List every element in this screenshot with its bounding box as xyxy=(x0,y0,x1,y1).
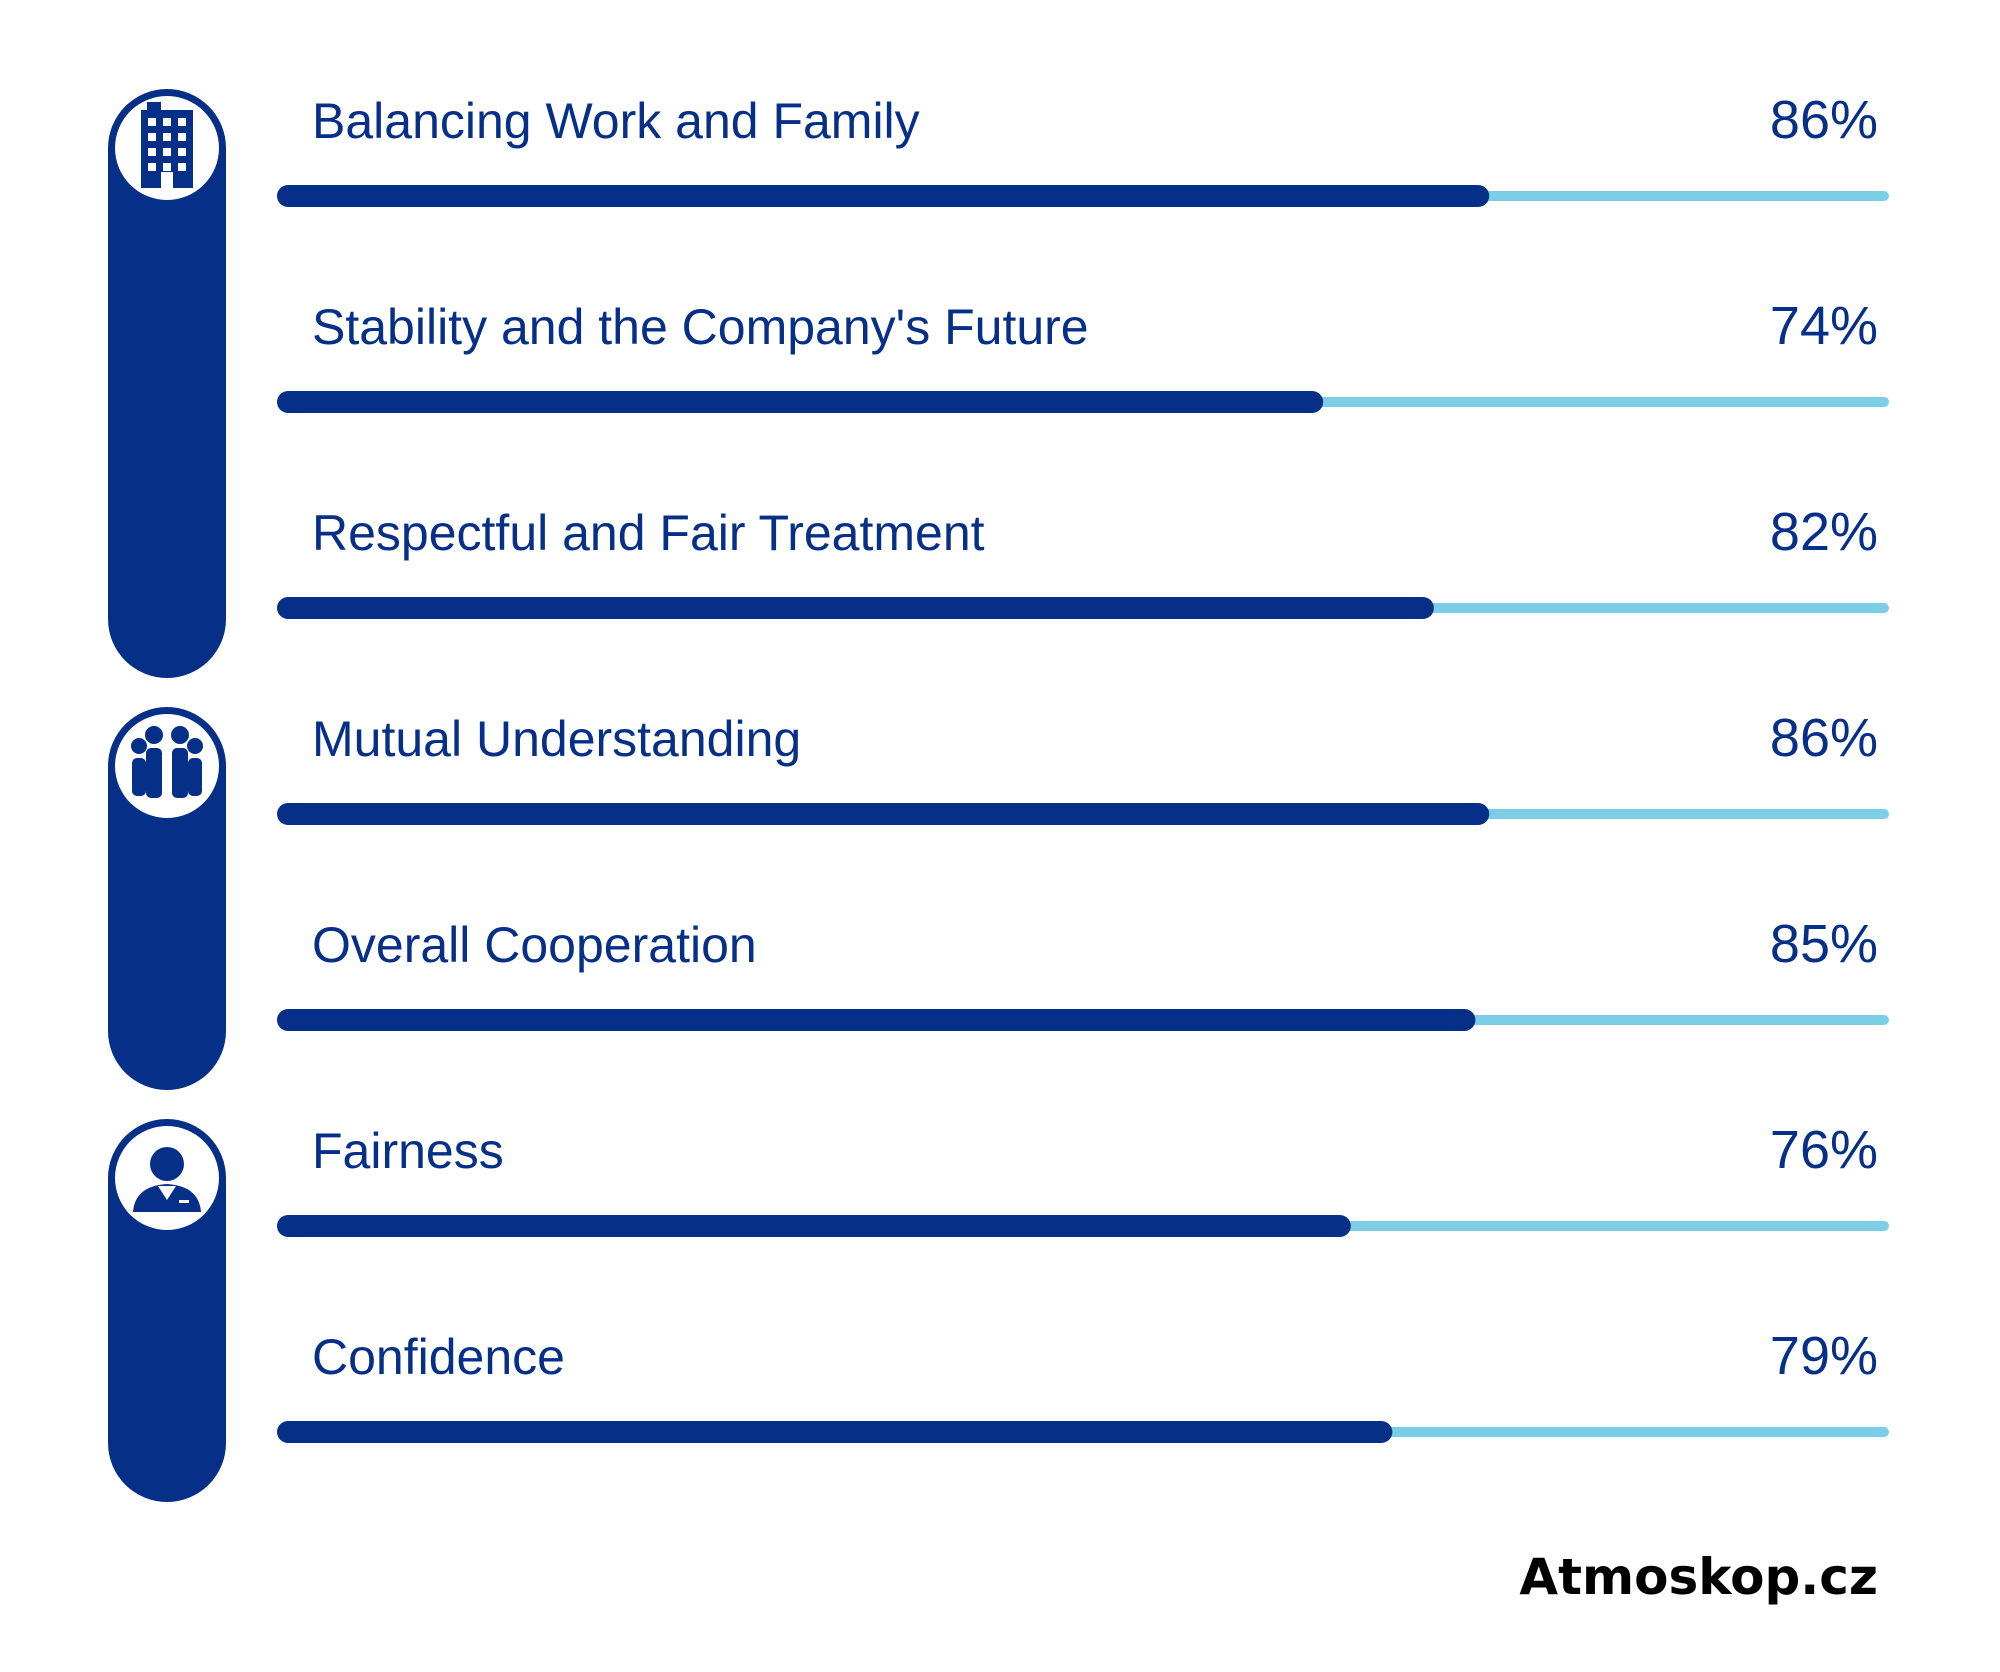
person-body xyxy=(132,758,146,796)
building-top xyxy=(147,102,161,112)
icon-disc xyxy=(115,714,219,818)
person-head xyxy=(145,726,163,744)
building-window xyxy=(148,148,156,156)
category-label: Stability and the Company's Future xyxy=(312,299,1089,355)
value-label: 76% xyxy=(1770,1120,1878,1180)
category-group xyxy=(108,707,226,1090)
building-window xyxy=(178,163,186,171)
person-pocket xyxy=(179,1200,189,1203)
team-icon xyxy=(131,726,203,798)
person-head xyxy=(150,1147,184,1181)
person-head xyxy=(187,738,203,754)
category-group xyxy=(108,89,226,678)
building-window xyxy=(163,163,171,171)
office-building-icon xyxy=(141,102,193,188)
category-label: Overall Cooperation xyxy=(312,917,757,973)
person-body xyxy=(146,748,162,798)
building-window xyxy=(148,133,156,141)
building-window xyxy=(178,148,186,156)
category-label: Balancing Work and Family xyxy=(312,93,920,149)
category-label: Fairness xyxy=(312,1123,504,1179)
building-window xyxy=(163,148,171,156)
category-group xyxy=(108,1119,226,1502)
value-label: 86% xyxy=(1770,708,1878,768)
category-label: Mutual Understanding xyxy=(312,711,801,767)
category-label: Respectful and Fair Treatment xyxy=(312,505,985,561)
building-window xyxy=(163,118,171,126)
person-collar xyxy=(158,1186,176,1200)
value-label: 74% xyxy=(1770,296,1878,356)
building-window xyxy=(148,118,156,126)
person-head xyxy=(171,726,189,744)
category-label: Confidence xyxy=(312,1329,565,1385)
value-label: 79% xyxy=(1770,1326,1878,1386)
person-head xyxy=(131,738,147,754)
value-label: 85% xyxy=(1770,914,1878,974)
brand-logo-text: Atmoskop.cz xyxy=(1519,1548,1878,1606)
person-body xyxy=(172,748,188,798)
building-window xyxy=(148,163,156,171)
person-in-suit-icon xyxy=(133,1147,201,1212)
building-window xyxy=(178,133,186,141)
building-door xyxy=(161,172,173,188)
value-label: 82% xyxy=(1770,502,1878,562)
group-pill xyxy=(108,89,226,678)
value-label: 86% xyxy=(1770,90,1878,150)
building-window xyxy=(163,133,171,141)
person-body xyxy=(188,758,202,796)
building-window xyxy=(178,118,186,126)
